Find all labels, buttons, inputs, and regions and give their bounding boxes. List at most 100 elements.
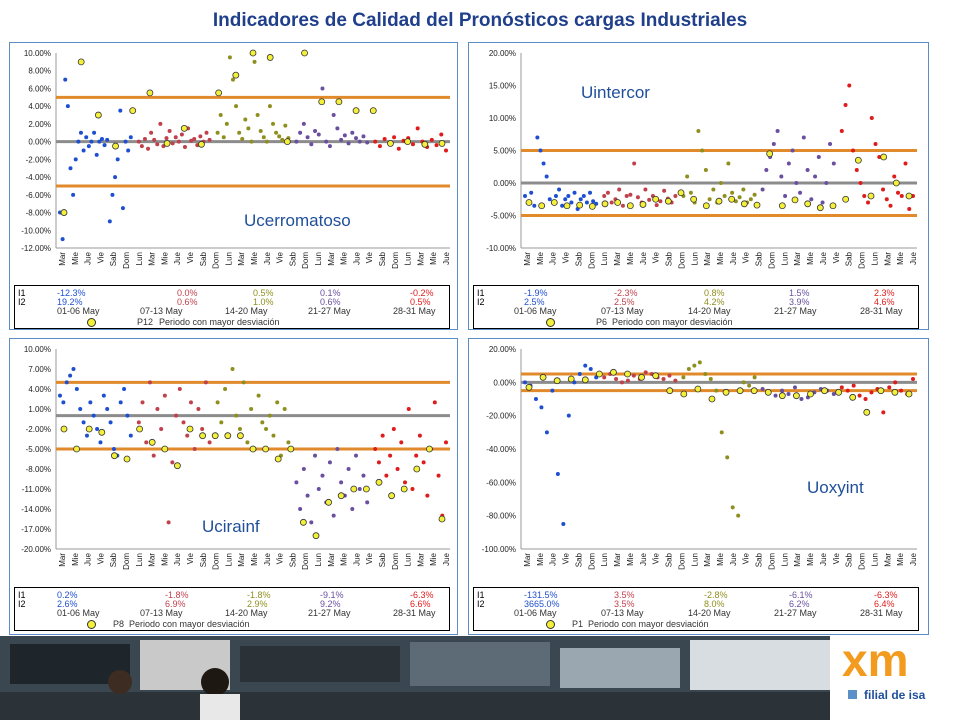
- data-point: [396, 146, 401, 151]
- x-tick-label: Vie: [652, 251, 661, 263]
- data-point: [365, 140, 370, 145]
- data-point: [221, 135, 226, 140]
- period-marker: [387, 140, 394, 147]
- y-tick-label: -8.00%: [26, 465, 51, 474]
- x-tick-label: Jue: [263, 552, 272, 565]
- data-point: [200, 427, 205, 431]
- x-tick-label: Mie: [71, 251, 80, 264]
- y-tick-label: 10.00%: [24, 49, 51, 58]
- x-tick-label: Mie: [716, 251, 725, 264]
- data-point: [544, 430, 549, 435]
- data-point: [786, 392, 791, 396]
- period-note: Periodo con mayor desviación: [159, 317, 280, 327]
- y-tick-label: -20.00%: [21, 545, 51, 554]
- y-tick-label: -60.00%: [486, 478, 516, 487]
- chart-uintercor: 20.00% 15.00% 10.00% 5.00% 0.00% -5.00% -10.00…: [486, 49, 918, 269]
- data-point: [620, 380, 624, 385]
- x-tick-label: Vie: [742, 251, 751, 263]
- data-point: [760, 387, 765, 391]
- data-point: [384, 473, 389, 478]
- x-tick-label: Mar: [148, 252, 157, 266]
- data-point: [547, 197, 552, 202]
- data-point: [320, 473, 325, 478]
- data-point: [84, 135, 89, 140]
- period-marker: [891, 388, 899, 396]
- i2-cell: 0.6%: [177, 297, 198, 307]
- data-point: [146, 146, 151, 151]
- data-point: [798, 190, 803, 195]
- y-tick-label: -5.00%: [491, 212, 516, 221]
- x-tick-label: Sab: [845, 552, 854, 567]
- data-point: [166, 520, 171, 525]
- x-tick-label: Jue: [549, 552, 558, 565]
- x-tick-label: Lun: [404, 553, 413, 566]
- period-marker: [525, 199, 533, 206]
- week-label: 01-06 May: [514, 306, 557, 316]
- data-point: [730, 505, 735, 510]
- i1-cell: 0.1%: [320, 288, 341, 298]
- data-point: [399, 440, 404, 445]
- data-point: [535, 135, 540, 140]
- data-point: [365, 500, 370, 505]
- data-point: [831, 161, 836, 166]
- data-point: [708, 377, 713, 381]
- data-point: [76, 139, 81, 144]
- period-marker: [283, 138, 291, 146]
- data-point: [415, 126, 420, 131]
- y-tick-label: -5.00%: [26, 445, 51, 454]
- data-point: [102, 143, 107, 148]
- data-point: [227, 55, 232, 60]
- row-label-i2: I2: [477, 297, 485, 307]
- data-point: [354, 453, 359, 458]
- data-point: [230, 367, 235, 371]
- data-point: [176, 139, 181, 144]
- data-point: [123, 139, 128, 144]
- data-point: [760, 187, 765, 192]
- period-marker: [652, 372, 660, 380]
- plant-label: Uintercor: [581, 83, 650, 102]
- data-point: [234, 413, 239, 418]
- data-point: [331, 513, 336, 518]
- period-marker: [877, 387, 885, 395]
- period-marker: [98, 428, 106, 436]
- x-tick-label: Vie: [186, 552, 195, 564]
- period-marker: [778, 392, 786, 400]
- data-point: [591, 199, 596, 204]
- x-tick-label: Jue: [729, 251, 738, 264]
- period-marker: [722, 388, 730, 396]
- i2-cell: 2.5%: [614, 297, 635, 307]
- x-tick-label: Jue: [549, 251, 558, 264]
- data-point: [632, 161, 637, 166]
- data-point: [107, 219, 112, 224]
- data-point: [747, 383, 752, 388]
- chart-panel-uoxyint: 20.00% 0.00% -20.00% -40.00% -60.00% -80.00% -…: [468, 338, 929, 635]
- data-point: [105, 137, 110, 142]
- period-marker: [287, 445, 295, 453]
- x-tick-label: Mar: [58, 252, 67, 266]
- x-tick-label: Sab: [109, 251, 118, 266]
- data-point: [722, 194, 727, 198]
- y-tick-label: 15.00%: [489, 82, 516, 91]
- data-point: [444, 440, 448, 445]
- i2-cell: 6.9%: [165, 599, 186, 609]
- data-point: [752, 192, 757, 197]
- indicator-table: I1 I2 0.2% -1.8% -1.8% -9.1% -6.3% 2.6% …: [14, 587, 450, 631]
- data-point: [192, 136, 197, 141]
- data-point: [700, 148, 705, 153]
- data-point: [294, 139, 299, 144]
- period-marker: [369, 107, 377, 115]
- period-marker: [807, 390, 814, 398]
- x-tick-label: Lun: [870, 553, 879, 566]
- x-tick-label: Vie: [562, 251, 571, 263]
- data-point: [249, 407, 254, 411]
- x-tick-label: Mie: [429, 552, 438, 565]
- period-marker: [567, 375, 575, 383]
- data-point: [335, 447, 340, 451]
- data-point: [219, 420, 224, 425]
- data-point: [903, 161, 908, 166]
- x-tick-label: Mie: [250, 552, 259, 565]
- period-marker: [563, 202, 571, 210]
- i1-cell: -6.1%: [789, 590, 813, 600]
- x-tick-label: Vie: [276, 552, 285, 564]
- i2-cell: 0.5%: [410, 297, 431, 307]
